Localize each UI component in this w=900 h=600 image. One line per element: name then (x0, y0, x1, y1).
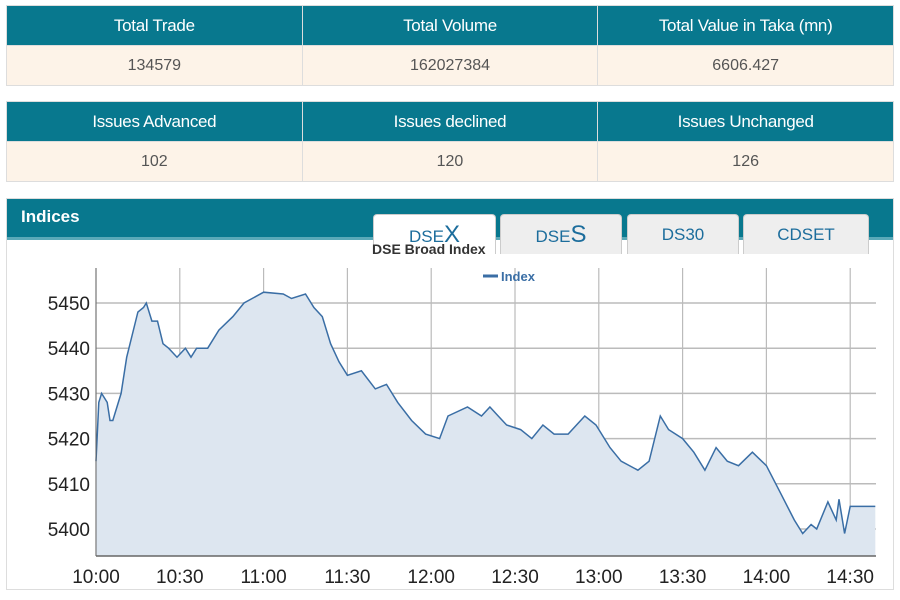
market-summary-table: Total Trade Total Volume Total Value in … (6, 5, 894, 86)
x-tick-label: 10:00 (72, 567, 120, 588)
y-tick-label: 5420 (48, 430, 90, 451)
x-tick-label: 14:30 (826, 567, 874, 588)
tab-label: DS30 (661, 225, 705, 244)
tab-dsex[interactable]: DSEX (373, 214, 496, 254)
x-tick-label: 13:30 (659, 567, 707, 588)
y-tick-label: 5450 (48, 294, 90, 315)
tab-label-suffix: X (443, 221, 460, 248)
chart-title: DSE Broad Index (372, 241, 486, 257)
y-tick-label: 5440 (48, 339, 90, 360)
x-tick-label: 11:00 (241, 567, 287, 588)
header-total-trade: Total Trade (6, 5, 303, 46)
tab-cdset[interactable]: CDSET (743, 214, 869, 254)
tab-label: DSE (535, 227, 571, 246)
tab-label: DSE (409, 227, 444, 246)
tab-label-suffix: S (570, 221, 587, 248)
index-line (95, 291, 876, 535)
legend-label[interactable]: Index (501, 269, 536, 284)
y-tick-label: 5410 (48, 475, 90, 496)
value-issues-advanced: 102 (6, 141, 303, 182)
tab-ds30[interactable]: DS30 (627, 214, 739, 254)
x-tick-label: 13:00 (575, 567, 623, 588)
x-tick-label: 11:30 (324, 567, 370, 588)
header-issues-declined: Issues declined (301, 101, 599, 142)
x-tick-label: 10:30 (156, 567, 204, 588)
value-issues-declined: 120 (301, 141, 599, 182)
value-total-trade: 134579 (6, 45, 303, 86)
x-tick-label: 14:00 (743, 567, 791, 588)
index-area (96, 292, 876, 556)
value-total-volume: 162027384 (301, 45, 599, 86)
x-tick-label: 12:00 (407, 567, 455, 588)
tab-label: CDSET (777, 225, 835, 244)
value-total-value: 6606.427 (597, 45, 894, 86)
tab-dses[interactable]: DSES (500, 214, 622, 254)
issues-table: Issues Advanced Issues declined Issues U… (6, 101, 894, 182)
header-issues-unchanged: Issues Unchanged (597, 101, 894, 142)
value-issues-unchanged: 126 (597, 141, 894, 182)
indices-panel: Indices DSEX DSES DS30 CDSET (6, 198, 894, 590)
header-issues-advanced: Issues Advanced (6, 101, 303, 142)
x-tick-label: 12:30 (491, 567, 539, 588)
y-tick-label: 5400 (48, 520, 90, 541)
indices-title: Indices (21, 207, 80, 226)
y-tick-label: 5430 (48, 384, 90, 405)
